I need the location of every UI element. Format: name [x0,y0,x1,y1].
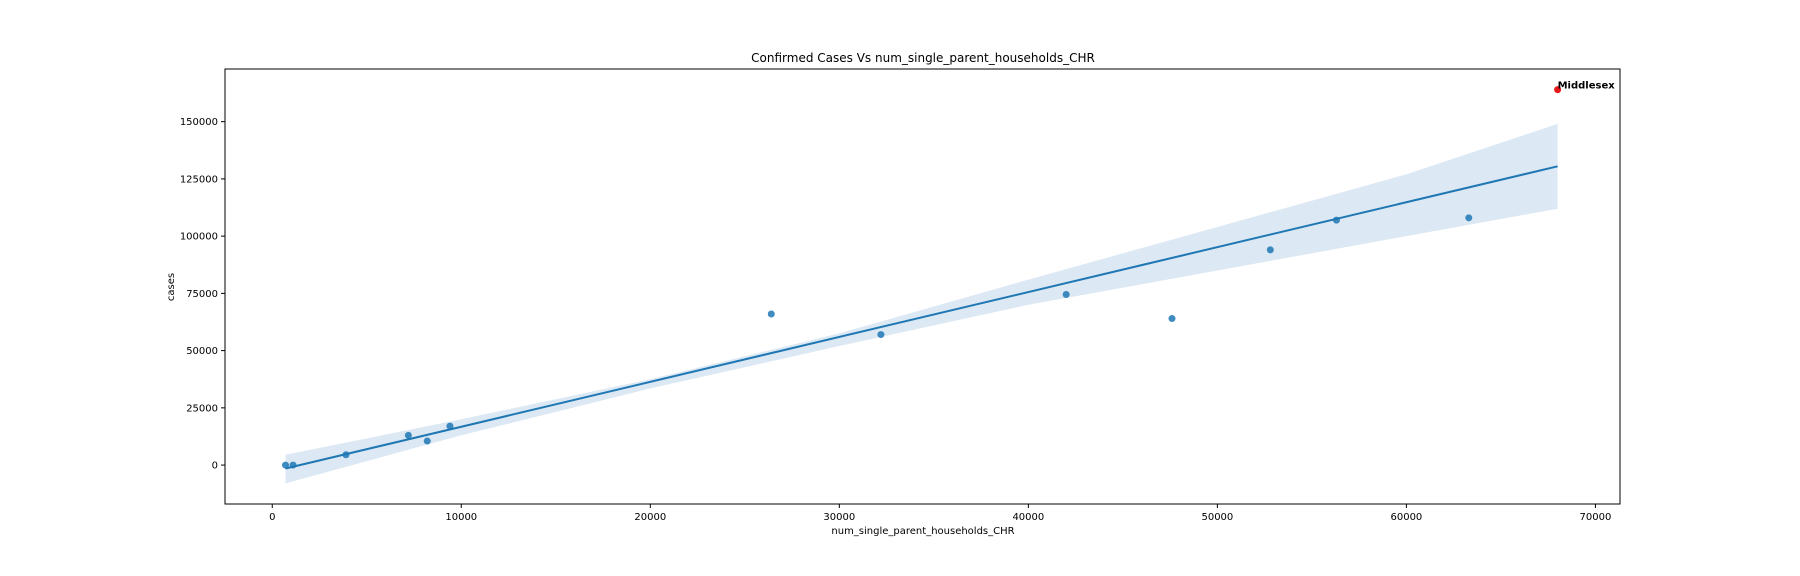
y-tick-label: 75000 [186,289,218,300]
y-tick-label: 100000 [180,232,218,243]
x-tick-label: 0 [269,512,275,523]
y-tick-label: 25000 [186,403,218,414]
data-point [877,331,885,339]
data-point [342,451,350,459]
chart-title: Confirmed Cases Vs num_single_parent_hou… [751,51,1095,65]
data-point [446,422,454,430]
axes: 0 10000 20000 30000 40000 50000 60000 70000 0 250… [180,117,1612,523]
plot-frame [224,68,1621,505]
x-tick-label: 30000 [823,512,855,523]
y-tick-label: 125000 [180,174,218,185]
plot-area: Middlesex [281,81,1616,484]
y-tick-label: 50000 [186,346,218,357]
data-point [1332,216,1340,224]
data-point [1266,246,1274,254]
highlight-point [1554,86,1562,94]
x-tick-label: 20000 [634,512,666,523]
regression-line [285,165,1558,470]
x-tick-label: 10000 [445,512,477,523]
data-point [404,431,412,439]
x-tick-label: 70000 [1580,512,1612,523]
data-point [281,461,289,469]
data-point [1465,214,1473,222]
y-tick-label: 150000 [180,117,218,128]
y-axis-label: cases [166,273,177,301]
x-tick-label: 40000 [1012,512,1044,523]
data-point [767,310,775,318]
data-point [1062,291,1070,299]
data-point [423,437,431,445]
y-tick-label: 0 [212,461,218,472]
data-point [289,461,297,469]
x-axis-label: num_single_parent_households_CHR [831,526,1014,537]
highlight-label: Middlesex [1558,81,1616,92]
x-tick-label: 50000 [1201,512,1233,523]
x-tick-label: 60000 [1390,512,1422,523]
data-point [1168,315,1176,323]
